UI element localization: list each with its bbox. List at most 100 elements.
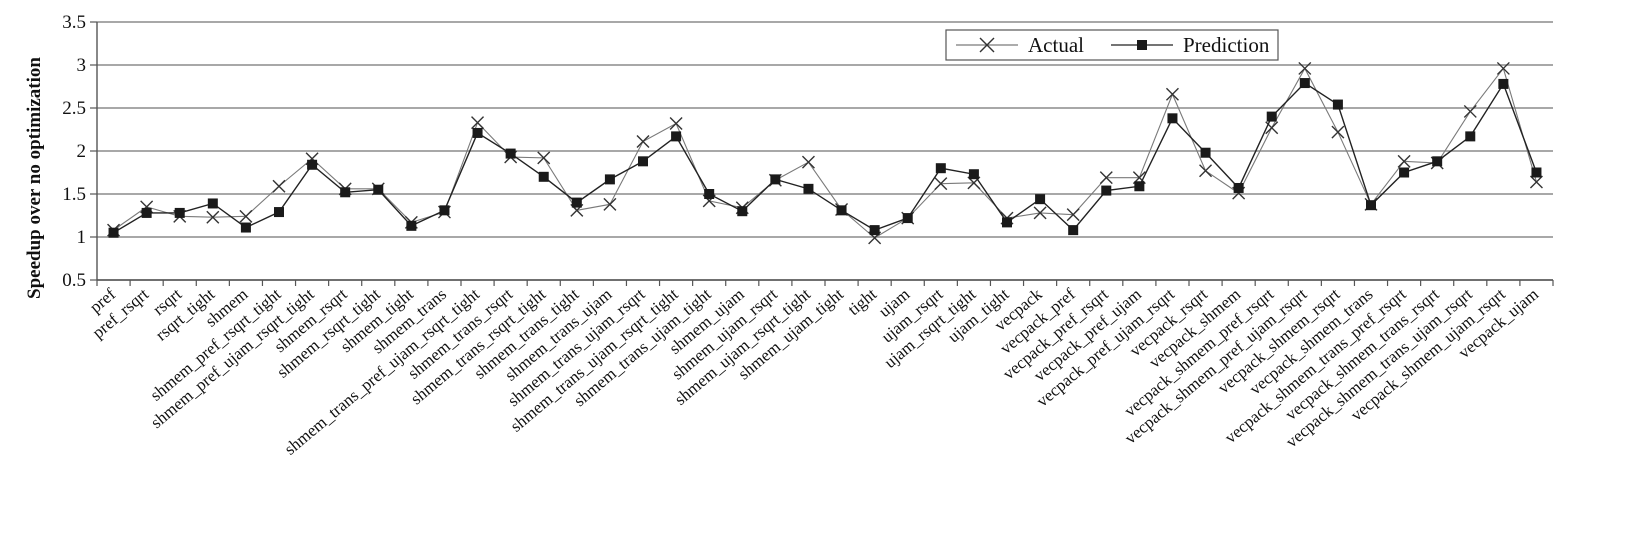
data-point-prediction (1266, 111, 1277, 122)
data-point-prediction (1332, 99, 1343, 110)
data-point-actual (1099, 171, 1113, 185)
data-point-actual (1331, 125, 1345, 139)
series-line-prediction (113, 82, 1538, 234)
data-point-actual (1165, 87, 1179, 101)
data-point-prediction (240, 222, 251, 233)
data-point-prediction (1035, 194, 1046, 205)
data-point-actual (1298, 61, 1312, 75)
data-point-prediction (935, 163, 946, 174)
data-point-actual (1033, 206, 1047, 220)
data-point-prediction (1399, 167, 1410, 178)
y-tick-labels: 0.5 1 1.5 2 2.5 3 3.5 (62, 12, 86, 291)
marker-stroke (1397, 154, 1411, 168)
y-tick-label: 1 (77, 227, 87, 248)
series-line-actual (113, 67, 1537, 239)
data-point-prediction (340, 187, 351, 198)
data-point-prediction (1299, 78, 1310, 89)
data-series (107, 61, 1543, 245)
axes (90, 21, 1554, 286)
data-point-actual (934, 177, 948, 191)
data-point-actual (1265, 121, 1279, 135)
y-tick-label: 2 (77, 141, 87, 162)
data-point-prediction (869, 225, 880, 236)
y-tick-label: 2.5 (62, 98, 86, 119)
data-point-actual (272, 179, 286, 193)
data-point-actual (1397, 154, 1411, 168)
marker-stroke (1099, 171, 1113, 185)
legend-item-actual: Actual (956, 33, 1084, 57)
data-point-prediction (704, 189, 715, 199)
x-tick-label: tight (844, 284, 880, 319)
data-point-actual (669, 116, 683, 130)
marker-stroke (1066, 208, 1080, 222)
legend-marker (979, 37, 995, 53)
data-point-prediction (373, 184, 384, 195)
data-point-actual (239, 209, 253, 223)
data-point-prediction (505, 148, 516, 159)
y-tick-label: 1.5 (62, 184, 86, 205)
data-point-prediction (207, 198, 218, 209)
data-point-prediction (638, 156, 648, 167)
marker-stroke (537, 151, 551, 165)
data-point-prediction (770, 174, 781, 185)
x-tick-labels: prefpref_rsqrtrsqrtrsqrt_tightshmemshmem… (86, 284, 1542, 459)
data-point-actual (537, 151, 551, 165)
marker-stroke (206, 210, 220, 224)
marker-stroke (1298, 61, 1312, 75)
marker-stroke (801, 155, 815, 169)
y-axis-label: Speedup over no optimization (24, 57, 45, 299)
data-point-prediction (1002, 217, 1012, 228)
data-point-prediction (836, 205, 847, 216)
data-point-actual (471, 116, 485, 130)
data-point-prediction (1134, 181, 1145, 192)
marker-stroke (1199, 164, 1213, 178)
legend-label-prediction: Prediction (1183, 33, 1270, 57)
data-point-actual (1463, 104, 1477, 118)
data-point-prediction (1167, 113, 1178, 124)
data-point-prediction (141, 207, 152, 218)
data-point-prediction (1233, 182, 1244, 193)
y-tick-label: 3 (77, 55, 87, 76)
data-point-prediction (1366, 200, 1376, 211)
data-point-prediction (737, 206, 748, 217)
y-tick-label: 3.5 (62, 12, 86, 33)
marker-stroke (1265, 121, 1279, 135)
marker-stroke (1331, 125, 1345, 139)
data-point-actual (206, 210, 220, 224)
marker-stroke (471, 116, 485, 130)
marker-stroke (239, 209, 253, 223)
marker-stroke (1496, 61, 1510, 75)
data-point-actual (636, 135, 650, 149)
data-point-prediction (1068, 225, 1079, 236)
legend-label-actual: Actual (1028, 33, 1084, 57)
marker-stroke (934, 177, 948, 191)
data-point-prediction (902, 213, 913, 224)
marker-stroke (636, 135, 650, 149)
data-point-prediction (1101, 185, 1112, 196)
legend-marker (1137, 40, 1147, 50)
data-point-prediction (1498, 78, 1509, 89)
marker-stroke (1463, 104, 1477, 118)
data-point-prediction (1432, 156, 1443, 167)
legend: Actual Prediction (945, 29, 1279, 61)
data-point-actual (1496, 61, 1510, 75)
data-point-prediction (1465, 131, 1476, 142)
marker-stroke (1165, 87, 1179, 101)
marker-stroke (603, 197, 617, 211)
data-point-actual (1199, 164, 1213, 178)
data-point-actual (1529, 175, 1543, 189)
marker-stroke (1529, 175, 1543, 189)
data-point-prediction (571, 197, 582, 208)
data-point-actual (801, 155, 815, 169)
legend-item-prediction: Prediction (1111, 33, 1270, 57)
marker-stroke (1033, 206, 1047, 220)
data-point-prediction (274, 207, 284, 218)
data-point-actual (603, 197, 617, 211)
data-point-prediction (174, 207, 185, 218)
data-point-prediction (307, 159, 318, 170)
gridlines (97, 21, 1553, 281)
data-point-actual (1066, 208, 1080, 222)
data-point-prediction (439, 205, 450, 216)
data-point-prediction (968, 169, 979, 180)
